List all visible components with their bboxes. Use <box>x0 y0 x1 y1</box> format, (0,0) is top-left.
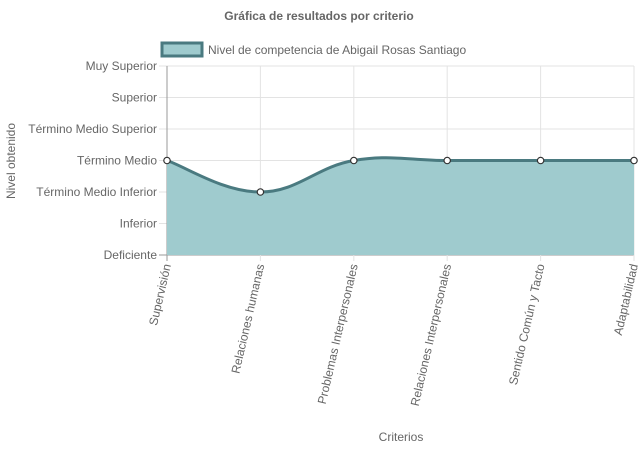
data-point[interactable] <box>536 156 545 165</box>
y-tick-label: Término Medio Superior <box>28 122 157 136</box>
x-tick-label: Adaptabilidad <box>611 263 639 337</box>
legend[interactable]: Nivel de competencia de Abigail Rosas Sa… <box>160 41 466 58</box>
data-point[interactable] <box>443 156 452 165</box>
y-tick-label: Inferior <box>120 217 157 231</box>
data-point[interactable] <box>163 156 171 165</box>
x-tick-label: Supervisión <box>146 263 174 327</box>
legend-swatch <box>160 41 204 58</box>
x-axis-tick-labels: Supervisión Relaciones humanas Problemas I… <box>146 262 639 407</box>
y-tick-label: Término Medio Inferior <box>36 185 157 199</box>
chart-title: Gráfica de resultados por criterio <box>224 9 413 23</box>
series-line <box>166 156 634 194</box>
y-axis-tick-labels: Deficiente Inferior Término Medio Inferior… <box>28 59 157 262</box>
legend-label: Nivel de competencia de Abigail Rosas Sa… <box>208 43 466 57</box>
x-tick-label: Sentido Común y Tacto <box>506 262 548 386</box>
y-tick-label: Muy Superior <box>86 59 157 73</box>
x-tick-label: Problemas Interpersonales <box>315 263 361 406</box>
y-axis-title: Nivel obtenido <box>4 123 18 199</box>
data-point[interactable] <box>256 188 265 196</box>
series <box>163 156 638 255</box>
y-tick-label: Término Medio <box>77 154 157 168</box>
data-point[interactable] <box>349 156 358 165</box>
x-tick-label: Relaciones Interpersonales <box>408 263 454 408</box>
y-tick-label: Superior <box>112 91 157 105</box>
series-area <box>167 157 634 255</box>
data-point[interactable] <box>630 156 638 165</box>
y-tick-label: Deficiente <box>104 248 158 262</box>
x-tick-label: Relaciones humanas <box>228 263 267 375</box>
x-axis-title: Criterios <box>379 430 424 444</box>
